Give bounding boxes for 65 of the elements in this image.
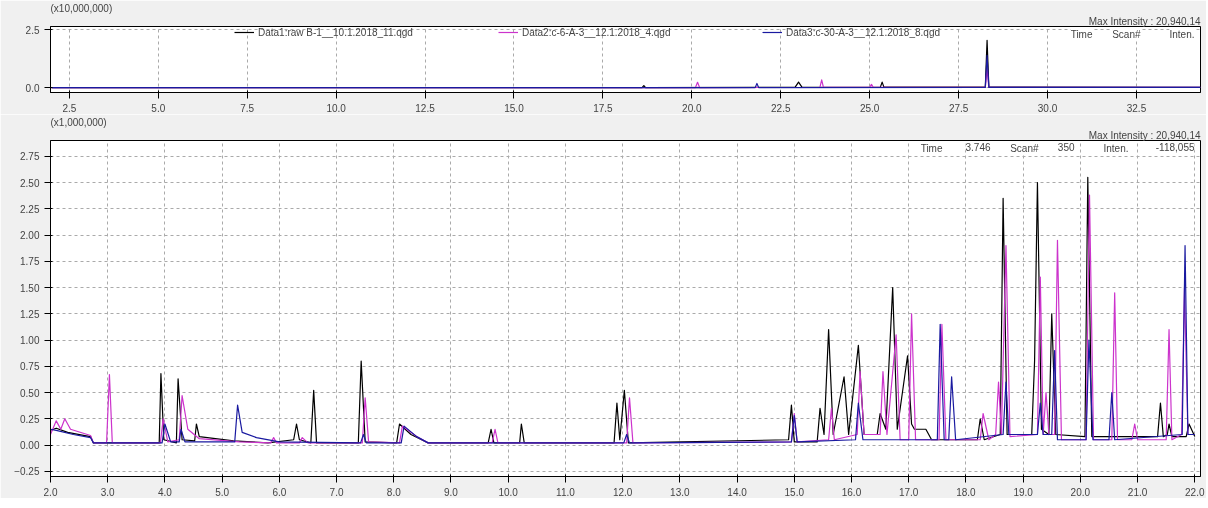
- x-tick-label: 30.0: [1037, 102, 1058, 114]
- text: Max Intensity : 20,940,14: [1088, 129, 1201, 141]
- x-tick-label: 16.0: [841, 486, 862, 498]
- x-tick-label: 18.0: [956, 486, 977, 498]
- x-tick-label: 27.5: [948, 102, 969, 114]
- x-tick-label: 32.5: [1126, 102, 1147, 114]
- x-tick-label: 15.0: [504, 102, 525, 114]
- x-tick-label: 19.0: [1013, 486, 1034, 498]
- legend-label: Data2:c-6-A-3__12.1.2018_4.qgd: [522, 26, 672, 38]
- x-tick-label: 9.0: [444, 486, 459, 498]
- x-tick-label: 6.0: [272, 486, 287, 498]
- x-tick-label: 10.0: [326, 102, 347, 114]
- x-tick-label: 21.0: [1127, 486, 1148, 498]
- x-tick-label: 8.0: [386, 486, 402, 498]
- x-tick-label: 15.0: [784, 486, 805, 498]
- y-tick-label: 0.0: [25, 82, 40, 94]
- x-tick-label: 7.5: [240, 102, 255, 114]
- y-tick-label: −0.25: [14, 466, 40, 478]
- x-tick-label: 20.0: [1070, 486, 1091, 498]
- text: (x1,000,000): [50, 116, 107, 128]
- y-tick-label: 1.75: [20, 256, 40, 268]
- x-tick-label: 17.5: [593, 102, 614, 114]
- y-tick-label: 2.75: [20, 151, 40, 163]
- x-tick-label: 10.0: [498, 486, 519, 498]
- legend-label: Data3:c-30-A-3__12.1.2018_8.qgd: [786, 26, 941, 38]
- y-tick-label: 2.50: [20, 177, 40, 189]
- x-tick-label: 12.0: [612, 486, 633, 498]
- annotation: Scan#: [1112, 28, 1141, 40]
- x-tick-label: 20.0: [682, 102, 703, 114]
- x-tick-label: 14.0: [727, 486, 748, 498]
- legend-label: Data1:raw B-1__10.1.2018_11.qgd: [258, 26, 414, 38]
- x-tick-label: 22.5: [771, 102, 791, 114]
- x-tick-label: 5.0: [215, 486, 230, 498]
- y-tick-label: 0.75: [20, 361, 40, 373]
- y-tick-label: 2.5: [25, 24, 40, 36]
- x-tick-label: 11.0: [556, 486, 576, 498]
- y-tick-label: 0.25: [20, 413, 40, 425]
- x-tick-label: 17.0: [898, 486, 919, 498]
- x-tick-label: 22.0: [1185, 486, 1205, 498]
- y-tick-label: 2.00: [20, 230, 40, 241]
- annotation: Time: [1070, 28, 1093, 40]
- x-tick-label: 7.0: [329, 486, 344, 498]
- x-tick-label: 4.0: [157, 486, 173, 498]
- x-tick-label: 2.0: [43, 486, 58, 498]
- annotation: Time: [920, 142, 943, 154]
- x-tick-label: 13.0: [670, 486, 691, 498]
- annotation: 350: [1057, 141, 1075, 153]
- y-tick-label: 0.50: [20, 387, 40, 399]
- x-tick-label: 5.0: [151, 102, 166, 114]
- annotation: Max Intensity : 20,940,14: [1088, 15, 1201, 27]
- annotation: 3.746: [965, 141, 991, 153]
- y-tick-label: 0.00: [20, 440, 40, 451]
- annotation: Scan#: [1010, 142, 1039, 154]
- annotation: -118,055: [1155, 141, 1195, 153]
- x-tick-label: 25.0: [859, 102, 880, 114]
- annotation: Inten.: [1169, 28, 1195, 40]
- annotation: Inten.: [1103, 142, 1129, 154]
- x-tick-label: 3.0: [100, 486, 116, 498]
- x-tick-label: 2.5: [62, 102, 77, 114]
- x-tick-label: 12.5: [415, 102, 436, 114]
- y-tick-label: 1.00: [20, 335, 40, 346]
- y-tick-label: 1.25: [20, 308, 40, 320]
- y-tick-label: 1.50: [20, 282, 40, 294]
- text: (x10,000,000): [50, 2, 113, 14]
- y-tick-label: 2.25: [20, 203, 40, 215]
